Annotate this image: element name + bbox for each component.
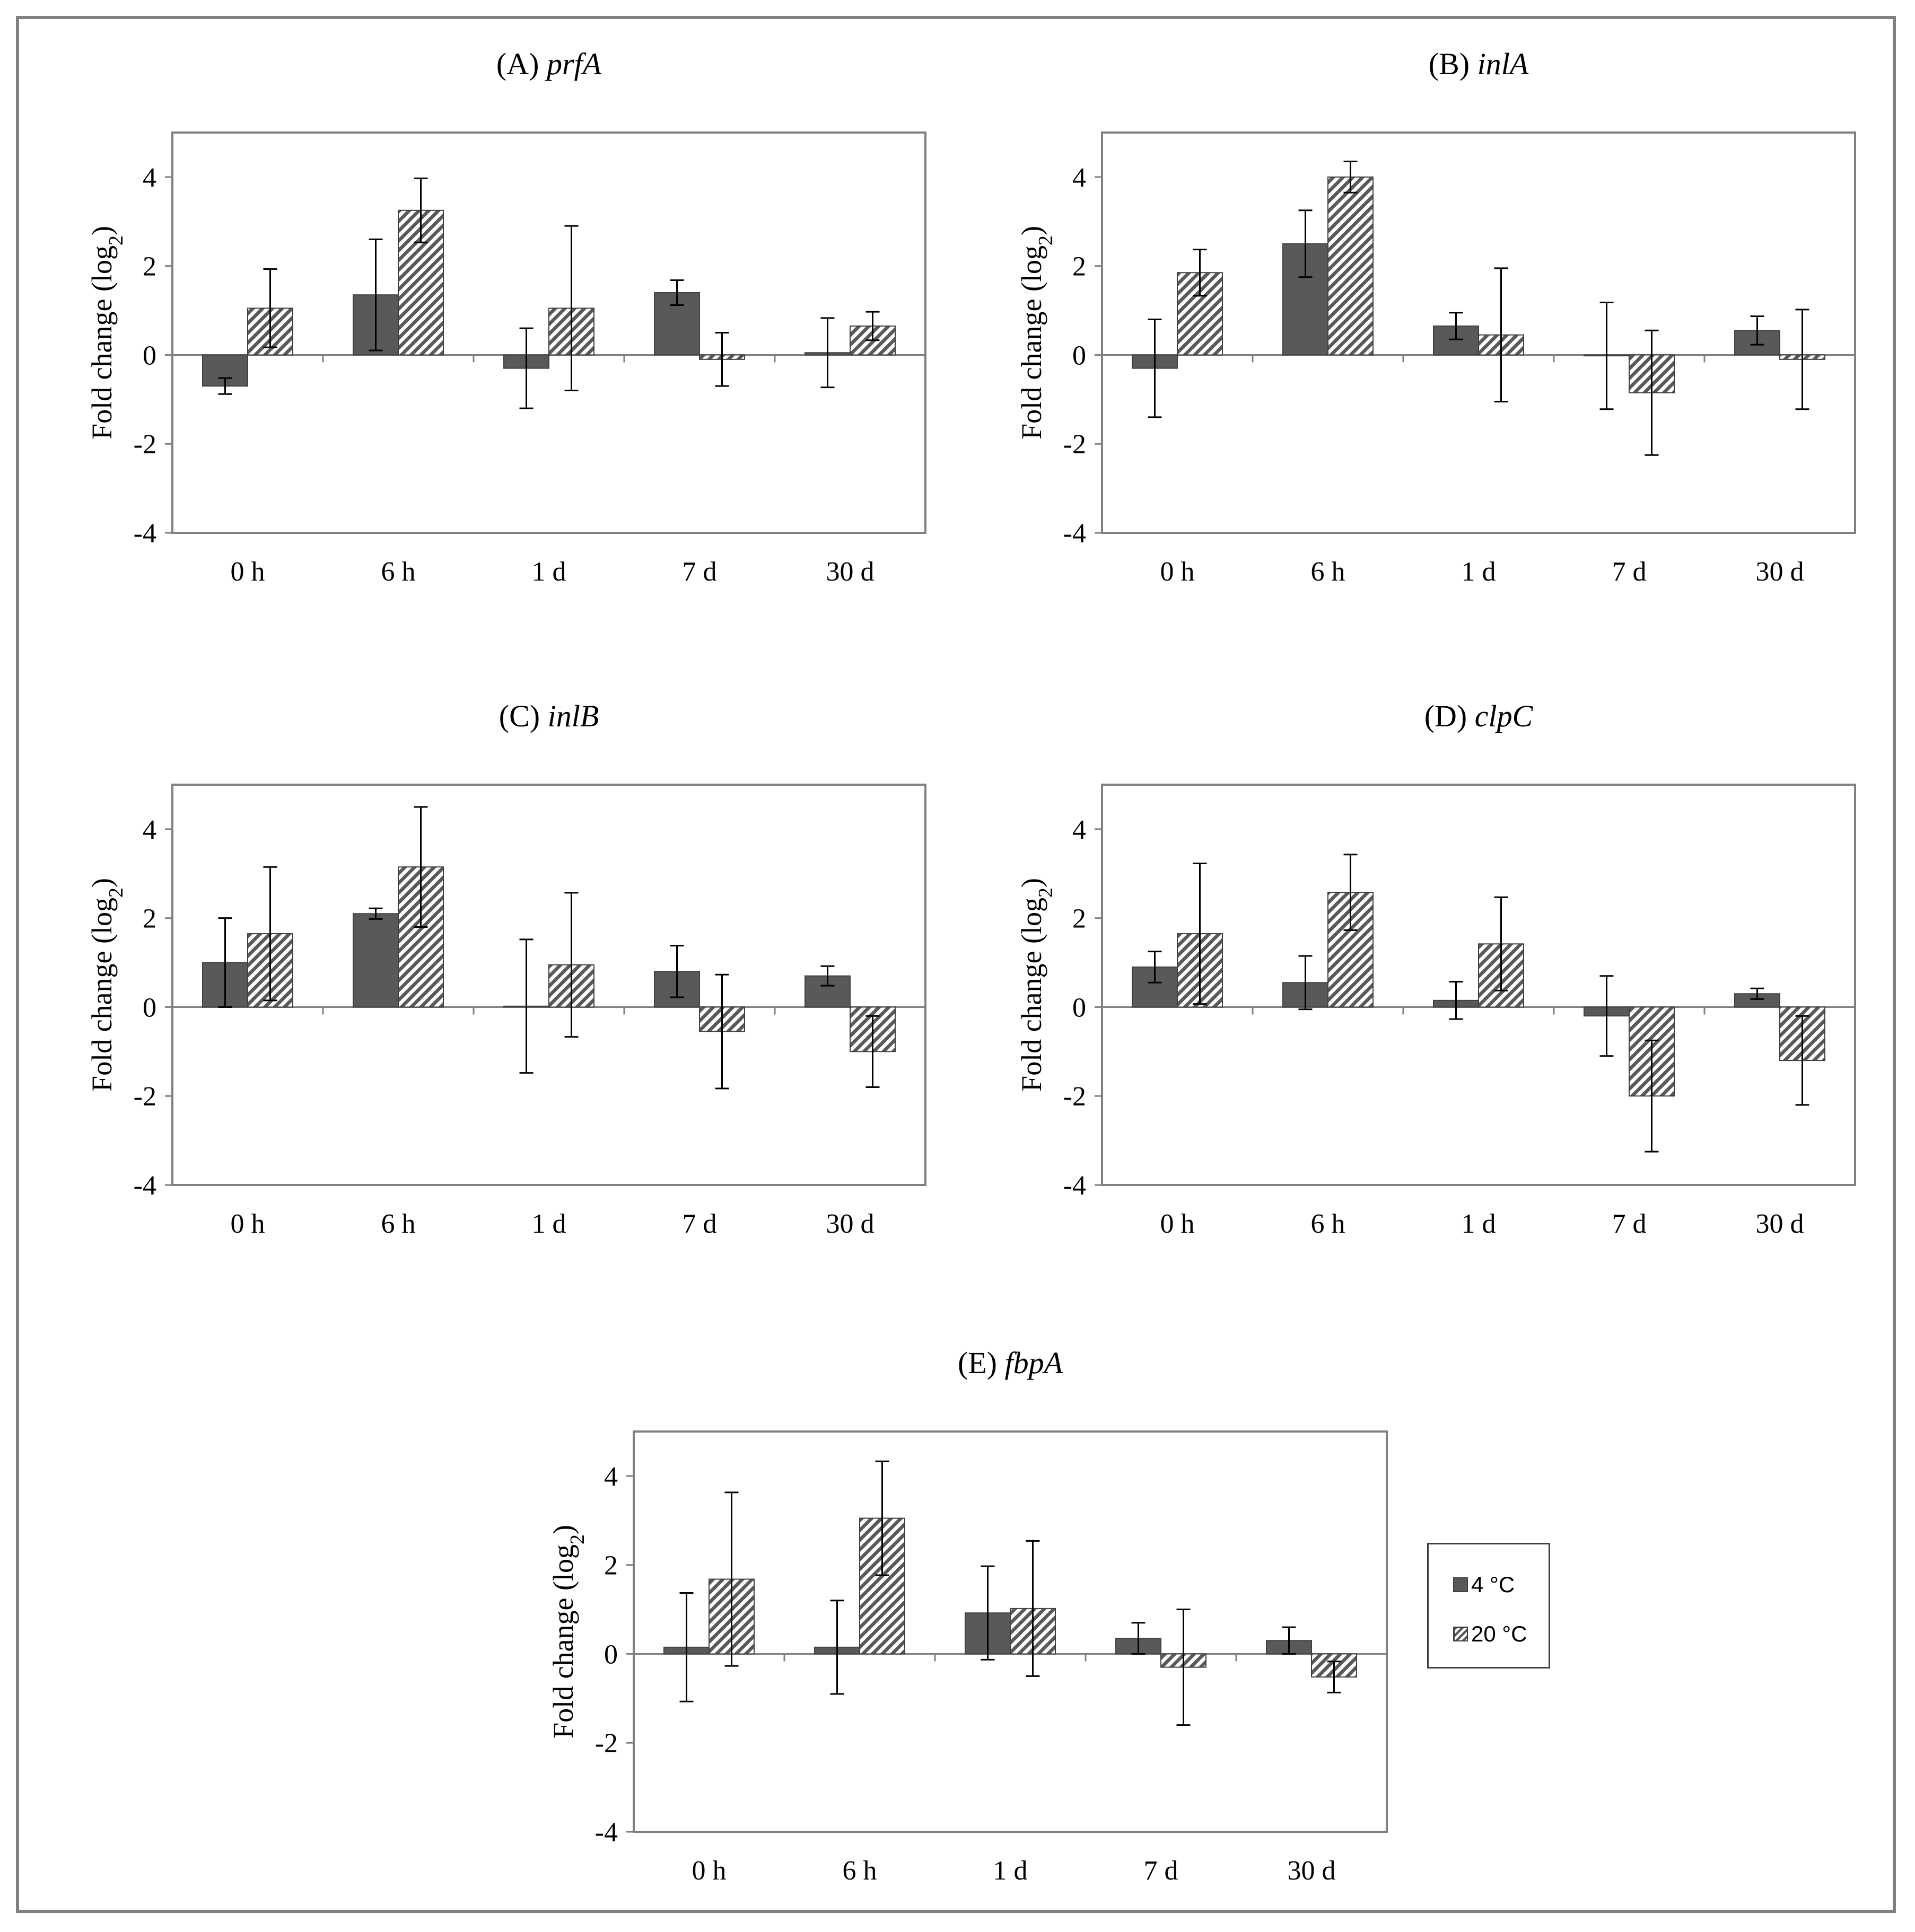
y-tick-label: -4 [1063, 1171, 1086, 1201]
bar-20c [1327, 176, 1374, 356]
y-axis-label: Fold change (log2) [1016, 226, 1057, 440]
x-tick-label: 6 h [1311, 1209, 1345, 1239]
panel-b: (B) inlA -4 -2 0 2 4 Fold change (log2) 0 h 6 h 1… [993, 37, 1905, 602]
y-tick-label: 2 [143, 904, 156, 934]
bar-4c [353, 913, 399, 1008]
y-tick-label: 4 [143, 815, 156, 845]
chart-a: (A) prfA -4 -2 0 2 4 Fold change (log2) 0 h 6 h 1… [86, 47, 926, 587]
y-axis-label: Fold change (log2) [1016, 878, 1057, 1092]
y-tick-label: 0 [143, 340, 156, 371]
legend: 4 °C 20 °C [1427, 1543, 1550, 1668]
x-tick-label: 30 d [1756, 1209, 1804, 1239]
chart-c: (C) inlB -4 -2 0 2 4 Fold change (log2) 0 h 6 h 1… [86, 699, 926, 1239]
y-tick-label: 2 [1072, 252, 1086, 282]
y-tick-label: -4 [595, 1817, 618, 1848]
chart-b: (B) inlA -4 -2 0 2 4 Fold change (log2) 0 h 6 h 1… [1016, 47, 1856, 587]
x-tick-label: 6 h [381, 1209, 416, 1239]
y-tick-label: -2 [134, 1082, 156, 1112]
legend-swatch-solid [1453, 1577, 1468, 1592]
y-tick-label: 4 [604, 1462, 618, 1492]
y-tick-label: -2 [134, 429, 156, 460]
chart-title: (A) prfA [496, 47, 602, 81]
x-tick-label: 0 h [231, 557, 265, 587]
y-tick-label: 0 [1072, 340, 1086, 371]
panel-e: (E) fbpA -4 -2 0 2 4 Fold change (log2) 0 h 6 h 1… [525, 1336, 1437, 1901]
x-tick-label: 0 h [1160, 1209, 1195, 1239]
chart-title: (E) fbpA [958, 1346, 1063, 1380]
bar-20c [398, 209, 444, 356]
y-tick-label: -2 [1063, 429, 1086, 460]
x-tick-label: 6 h [843, 1856, 877, 1886]
chart-d: (D) clpC -4 -2 0 2 4 Fold change (log2) 0 h 6 h 1… [1016, 699, 1856, 1239]
y-tick-label: 4 [143, 163, 156, 193]
x-tick-label: 6 h [381, 557, 416, 587]
bar-4c [1282, 243, 1328, 356]
chart-e: (E) fbpA -4 -2 0 2 4 Fold change (log2) 0 h 6 h 1… [547, 1346, 1388, 1886]
x-tick-label: 0 h [231, 1209, 265, 1239]
x-tick-label: 1 d [993, 1856, 1028, 1886]
x-tick-label: 0 h [692, 1856, 727, 1886]
chart-title: (B) inlA [1429, 47, 1529, 81]
y-tick-label: -2 [1063, 1082, 1086, 1112]
panel-c: (C) inlB -4 -2 0 2 4 Fold change (log2) 0 h 6 h 1… [64, 689, 976, 1254]
x-tick-label: 30 d [826, 557, 875, 587]
x-tick-label: 7 d [1612, 1209, 1647, 1239]
plot-area [1101, 784, 1856, 1186]
y-tick-label: 0 [604, 1639, 618, 1670]
y-axis-label: Fold change (log2) [547, 1525, 589, 1738]
legend-swatch-hatched [1453, 1627, 1468, 1641]
x-tick-label: 7 d [683, 1209, 717, 1239]
plot-area [1101, 131, 1856, 534]
y-tick-label: -2 [595, 1728, 618, 1759]
x-tick-label: 1 d [1462, 1209, 1496, 1239]
panel-d: (D) clpC -4 -2 0 2 4 Fold change (log2) 0 h 6 h 1… [993, 689, 1905, 1254]
x-tick-label: 1 d [532, 557, 566, 587]
chart-title: (C) inlB [499, 699, 599, 733]
y-tick-label: 4 [1072, 163, 1086, 193]
x-tick-label: 7 d [1612, 557, 1647, 587]
y-tick-label: 2 [604, 1551, 618, 1581]
legend-label: 4 °C [1471, 1572, 1515, 1597]
y-tick-label: 0 [143, 993, 156, 1023]
plot-area [171, 131, 926, 534]
plot-area [171, 784, 926, 1186]
bar-4c [805, 975, 851, 1008]
plot-area [633, 1430, 1388, 1833]
chart-title: (D) clpC [1424, 699, 1534, 733]
x-tick-label: 7 d [1144, 1856, 1178, 1886]
panel-a: (A) prfA -4 -2 0 2 4 Fold change (log2) 0 h 6 h 1… [64, 37, 976, 602]
x-tick-label: 6 h [1311, 557, 1345, 587]
figure-frame [16, 16, 1896, 1913]
legend-item-20c: 20 °C [1453, 1621, 1527, 1647]
legend-item-4c: 4 °C [1453, 1572, 1515, 1597]
legend-label: 20 °C [1471, 1621, 1527, 1646]
x-tick-label: 0 h [1160, 557, 1195, 587]
x-tick-label: 7 d [683, 557, 717, 587]
y-tick-label: -4 [134, 519, 156, 549]
x-tick-label: 30 d [1756, 557, 1804, 587]
y-tick-label: 2 [1072, 904, 1086, 934]
x-tick-label: 1 d [1462, 557, 1496, 587]
x-tick-label: 30 d [826, 1209, 875, 1239]
y-tick-label: 0 [1072, 993, 1086, 1023]
y-axis-label: Fold change (log2) [86, 226, 127, 440]
y-axis-label: Fold change (log2) [86, 878, 127, 1092]
x-tick-label: 1 d [532, 1209, 566, 1239]
y-tick-label: 4 [1072, 815, 1086, 845]
x-tick-label: 30 d [1288, 1856, 1336, 1886]
y-tick-label: -4 [134, 1171, 156, 1201]
y-tick-label: -4 [1063, 519, 1086, 549]
y-tick-label: 2 [143, 252, 156, 282]
